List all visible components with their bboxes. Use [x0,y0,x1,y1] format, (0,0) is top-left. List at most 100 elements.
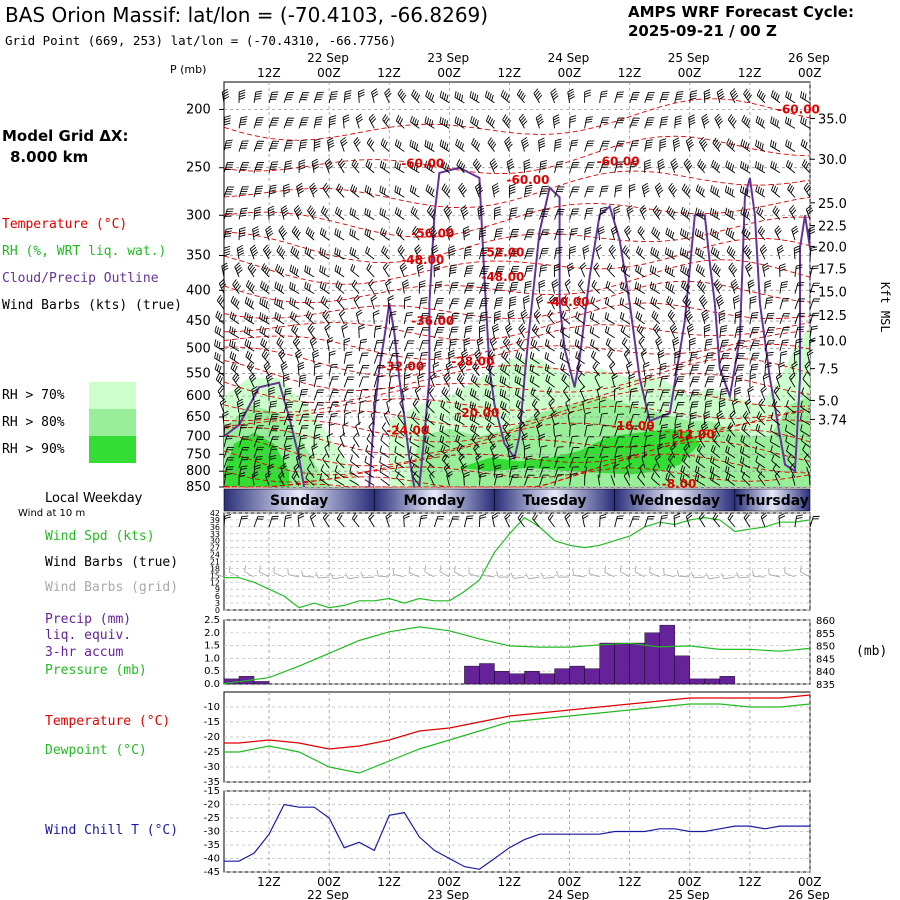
wind-barb-feather [246,327,249,334]
wind-barb [789,463,796,478]
wind-barb-staff [500,406,510,414]
wind-barb-feather [628,375,636,380]
wind-barb-feather [473,415,477,422]
wind-barb [425,184,435,198]
wind-barb-staff [463,283,469,294]
wind-barb-staff [665,233,676,241]
wind-barb-staff [370,414,375,426]
wind-barb [665,227,676,241]
wind-barb-feather [282,209,288,215]
wind-barb [659,362,667,376]
wind-barb-feather [561,340,564,347]
wind-barb [263,361,272,376]
wind-barb-staff [443,209,450,220]
wind-barb-feather [219,278,225,284]
wind-barb [802,443,811,459]
wind-barb-feather [405,366,413,368]
wind-barb-staff [433,340,438,352]
wind-barb [535,113,544,129]
wind-barb-staff [635,317,645,325]
wind-barb-staff [418,340,424,352]
wind-barb-staff [650,287,660,294]
wind-barb-feather [476,184,482,190]
wind-barb [574,326,585,339]
wind-barb-staff [710,471,721,479]
wind-barb-feather [647,388,654,391]
wind-barb-staff [800,144,811,152]
wind-barb-staff [785,96,796,104]
wind-barb-feather [254,192,262,195]
wind-barb-feather [502,364,505,371]
wind-barb [704,352,715,364]
wind-barb-feather [729,210,732,217]
wind-barb-staff [448,352,450,364]
wind-barb [418,340,430,352]
wind-barb-staff [683,163,691,174]
wind-barb-feather [659,367,667,371]
wind-barb [448,326,459,339]
wind-barb-feather [593,363,599,370]
wind-barb [484,374,495,388]
wind-barb-staff [599,186,603,198]
temperature-contour-label: -48.00 [481,270,524,284]
wind-barb-feather [323,267,326,275]
wind-barb-staff [716,92,721,103]
wind-barb-staff [624,230,631,241]
wind-barb-feather [222,91,229,95]
wind-barb-feather [703,121,710,126]
wind-barb-feather [764,280,772,284]
wind-barb [223,161,234,174]
wind-barb-feather [431,211,436,218]
wind-barb-feather [551,412,558,418]
isotherm-line [223,170,811,209]
kft-tick-label: 17.5 [818,263,847,278]
wind-barb [399,398,405,414]
wind-barb-feather [761,120,765,127]
wind-barb [628,373,636,388]
wind-barb [507,309,515,325]
wind-barb-staff [395,470,405,478]
wind-barb-feather [560,363,564,370]
wind-barb-feather [435,344,443,346]
wind-barb [364,228,375,241]
wind-barb-feather [441,117,444,125]
wind-barb [223,186,235,198]
wind-barb-feather [401,266,408,272]
wind-barb-feather [712,229,715,236]
wind-barb-feather [351,248,355,255]
wind-barb-staff [394,451,405,459]
wind-barb [749,363,759,376]
wind-barb-staff [298,436,302,448]
wind-barb-feather [560,310,565,317]
wind-barb-feather [517,410,522,417]
wind-barb [265,225,274,241]
wind-barb-staff [259,318,270,325]
wind-barb-feather [519,341,524,348]
wind-barb-staff [554,186,559,198]
wind-barb-feather [491,94,494,102]
wind-barb-feather [475,453,481,458]
wind-barb-staff [319,233,330,241]
wind-barb-staff [445,365,450,376]
wind-barb [584,162,595,174]
wind-barb [426,205,436,220]
legend-cloud: Cloud/Precip Outline [2,271,159,286]
wind-barb [743,88,752,104]
wind-barb-feather [241,207,248,210]
wind-barb-staff [533,415,540,426]
wind-barb [718,399,726,413]
wind-barb-feather [725,227,729,234]
wind-barb [424,139,435,152]
wind-barb-feather [578,297,582,304]
wind-barb [509,296,517,310]
wind-barb-feather [384,264,389,271]
wind-barb-feather [793,349,801,354]
wind-barb-staff [253,186,258,198]
wind-barb-feather [596,246,602,252]
wind-barb-feather [523,144,530,149]
wind-barb-feather [443,142,447,149]
wind-barb-staff [545,330,555,339]
wind-barb [800,413,811,426]
wind-barb-feather [231,340,234,347]
wind-barb-feather [449,271,457,274]
